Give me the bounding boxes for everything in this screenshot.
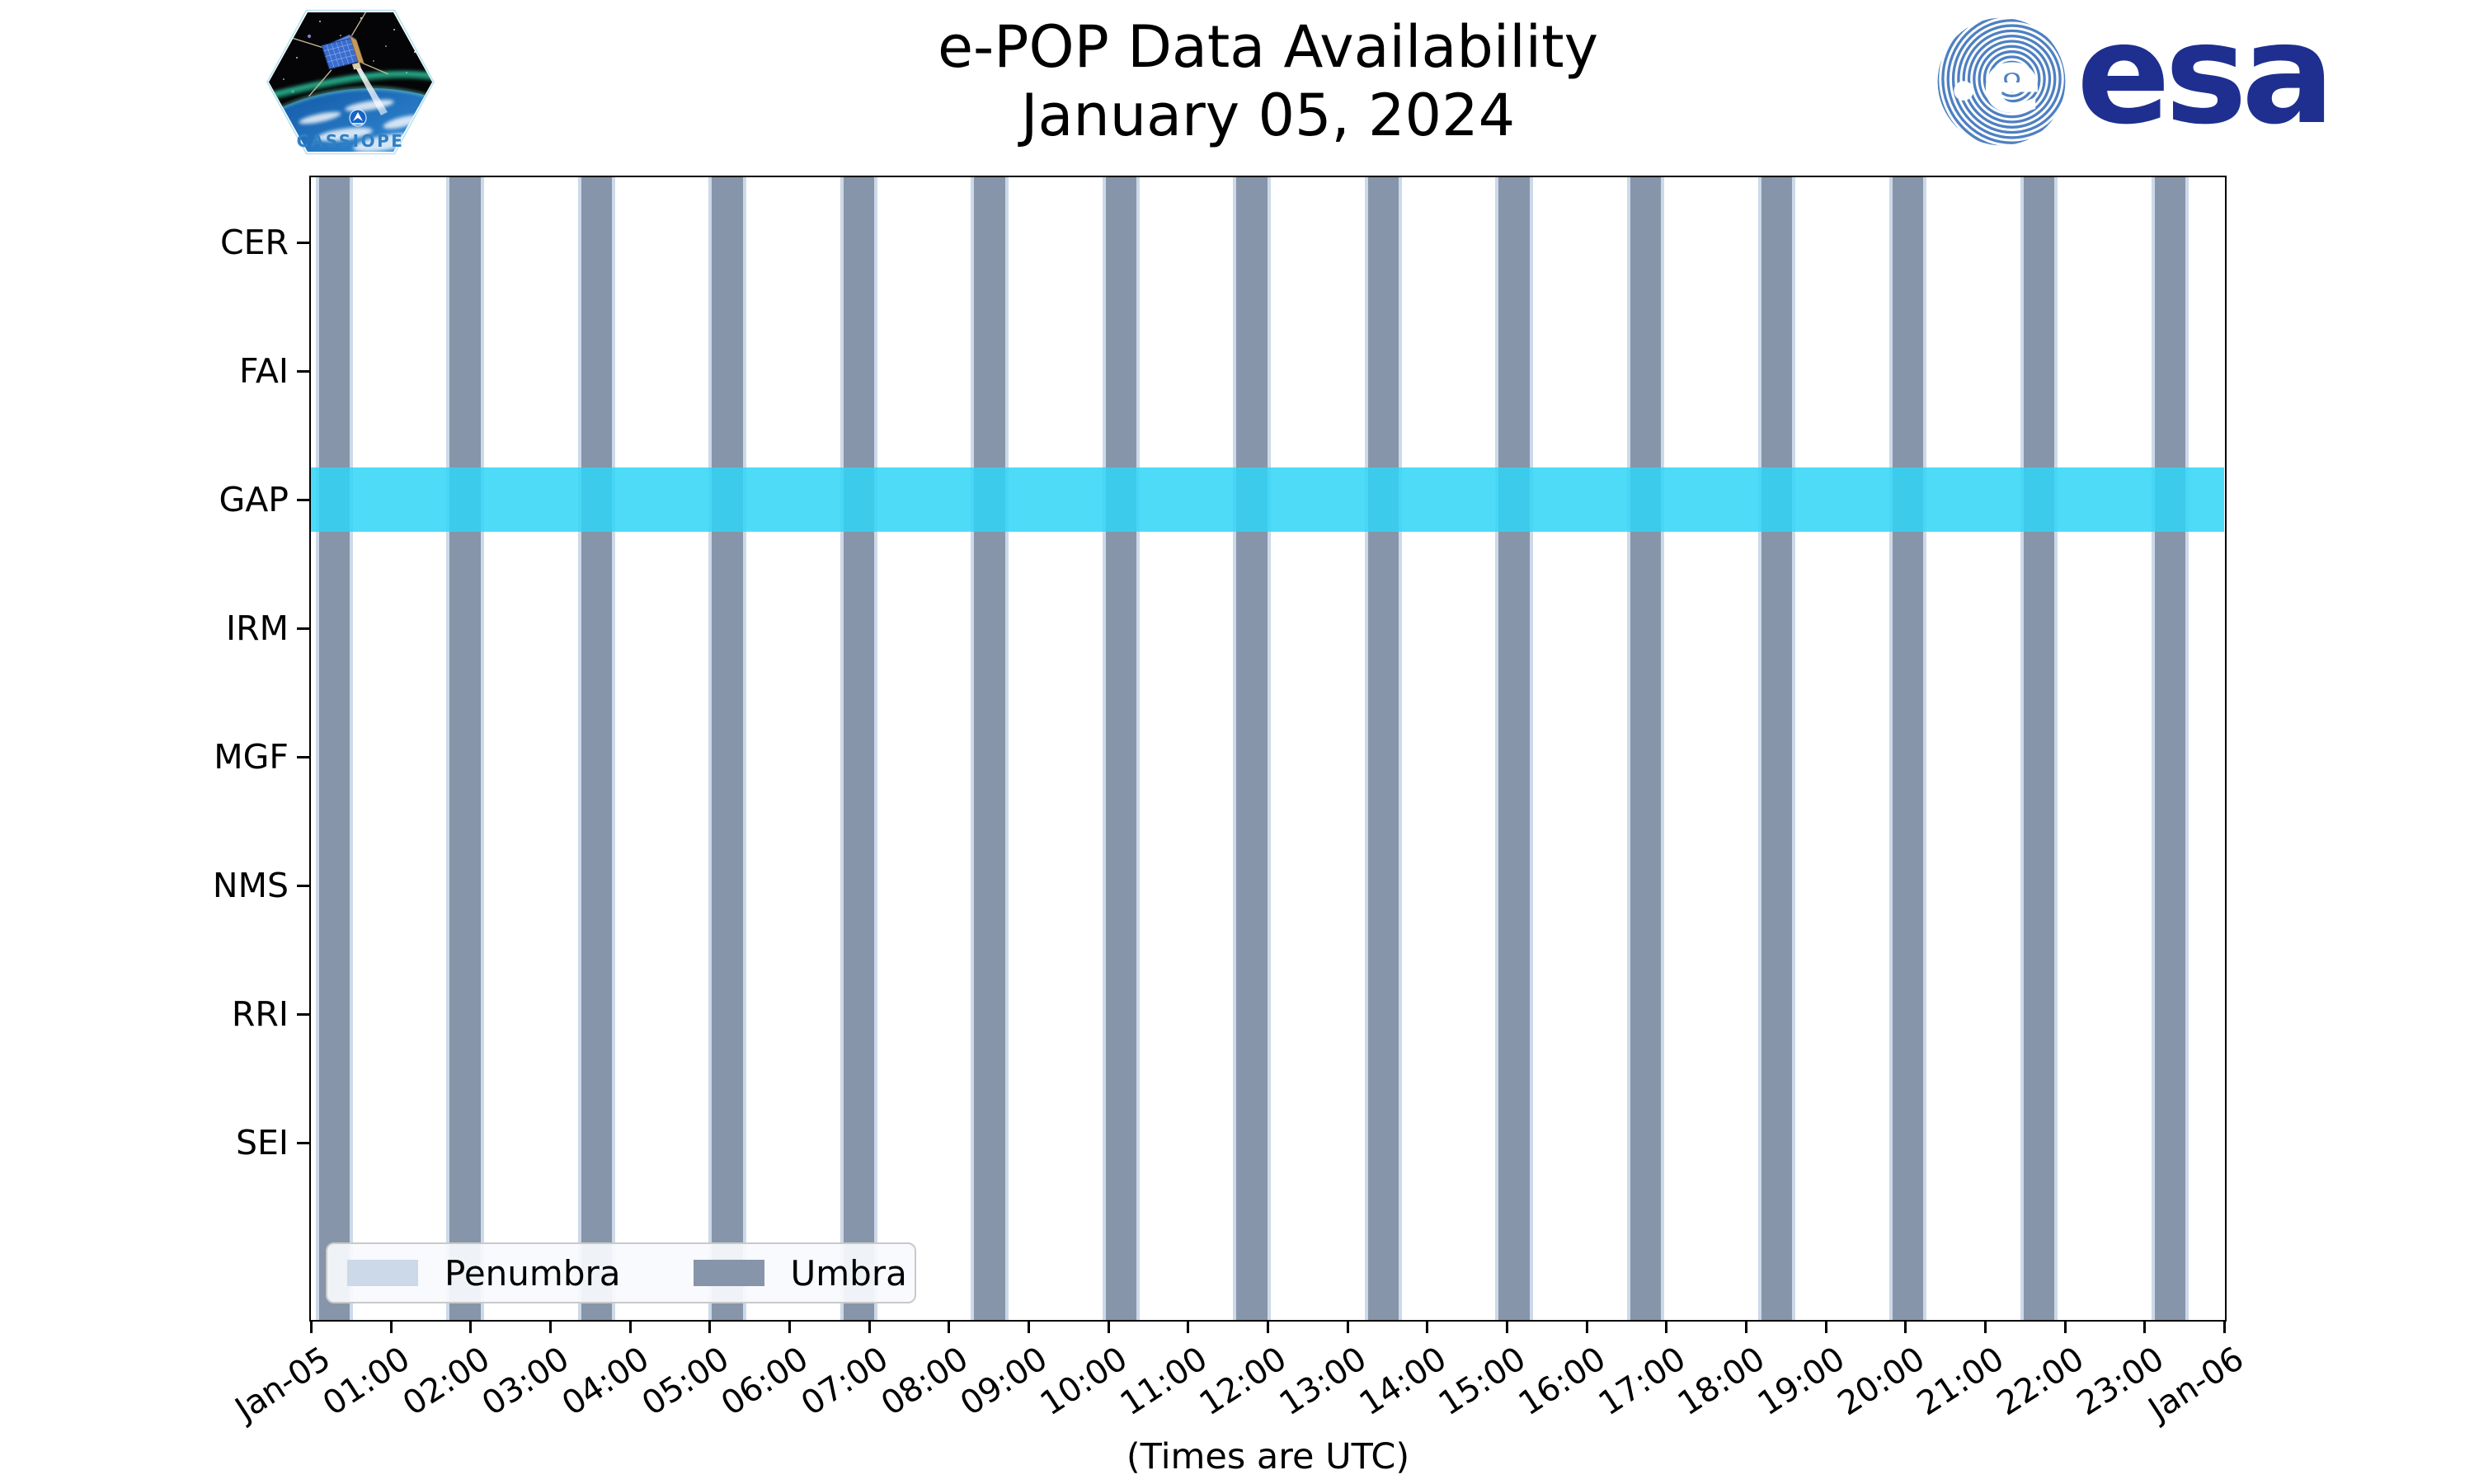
x-tick [310, 1322, 313, 1333]
y-tick [297, 498, 309, 501]
penumbra-swatch [347, 1260, 418, 1286]
y-tick [297, 755, 309, 758]
patch-csa-roundel [349, 109, 367, 127]
umbra-bar [1102, 177, 1141, 1320]
y-tick [297, 241, 309, 244]
umbra-bar [2152, 177, 2189, 1320]
umbra-label: Umbra [790, 1252, 907, 1294]
patch-radar-beam [355, 64, 388, 115]
y-tick-label-cer: CER [219, 223, 289, 262]
x-tick [1426, 1322, 1429, 1333]
patch-cassiope-label: CASSIOPE [297, 131, 405, 151]
x-tick [1904, 1322, 1907, 1333]
penumbra-label: Penumbra [444, 1252, 621, 1294]
x-tick [389, 1322, 393, 1333]
esa-logo: e esa [1936, 0, 2335, 155]
x-tick [1585, 1322, 1588, 1333]
umbra-bar [708, 177, 746, 1320]
umbra-bar [971, 177, 1009, 1320]
cassiope-mission-patch: CASSIOPE [262, 7, 439, 157]
umbra-bar [1626, 177, 1665, 1320]
x-tick [2063, 1322, 2067, 1333]
umbra-bar [1889, 177, 1927, 1320]
y-tick [297, 627, 309, 630]
x-tick [469, 1322, 473, 1333]
y-tick-label-gap: GAP [219, 480, 289, 519]
x-tick [1267, 1322, 1269, 1333]
x-tick [1107, 1322, 1110, 1333]
x-tick [1824, 1322, 1827, 1333]
x-tick [628, 1322, 632, 1333]
chart-title-block: e-POP Data Availability January 05, 2024 [309, 13, 2227, 149]
x-tick [708, 1322, 712, 1333]
patch-aurora [269, 71, 432, 99]
y-tick-label-fai: FAI [239, 351, 289, 391]
esa-emblem-star [1954, 81, 1974, 101]
y-tick-label-nms: NMS [212, 866, 289, 905]
x-tick [1028, 1322, 1030, 1333]
x-tick [788, 1322, 791, 1333]
x-tick [948, 1322, 951, 1333]
x-tick [1984, 1322, 1987, 1333]
y-tick-label-irm: IRM [226, 608, 289, 648]
y-tick [297, 369, 309, 373]
x-tick [1745, 1322, 1747, 1333]
legend-entry-umbra: Umbra [693, 1252, 907, 1294]
umbra-bar [1364, 177, 1403, 1320]
esa-wordmark: esa [2077, 0, 2335, 155]
x-tick [2143, 1322, 2147, 1333]
umbra-bar [1233, 177, 1271, 1320]
x-tick-label: Jan-06 [2141, 1340, 2251, 1429]
x-tick [549, 1322, 552, 1333]
umbra-bar [2020, 177, 2058, 1320]
umbra-bar [1495, 177, 1533, 1320]
plot-frame: Penumbra Umbra [309, 176, 2227, 1322]
esa-emblem-e: e [1982, 30, 2042, 133]
umbra-bar [577, 177, 616, 1320]
y-tick-label-sei: SEI [235, 1123, 289, 1162]
umbra-swatch [693, 1260, 764, 1286]
y-tick [297, 1012, 309, 1016]
legend: Penumbra Umbra [326, 1242, 916, 1303]
umbra-bar [315, 177, 354, 1320]
patch-satellite [291, 12, 389, 97]
y-tick [297, 884, 309, 887]
x-tick [2223, 1322, 2226, 1333]
x-axis-title: (Times are UTC) [1126, 1436, 1410, 1477]
availability-band-gap [311, 467, 2224, 532]
chart-title: e-POP Data Availability [937, 13, 1599, 81]
plot-area: Penumbra Umbra [311, 177, 2225, 1320]
umbra-bar [1757, 177, 1795, 1320]
legend-entry-penumbra: Penumbra [347, 1253, 621, 1294]
x-tick [1346, 1322, 1349, 1333]
x-tick [1187, 1322, 1190, 1333]
y-tick-label-rri: RRI [231, 994, 289, 1034]
y-tick [297, 1141, 309, 1144]
umbra-bar [840, 177, 878, 1320]
x-tick [1506, 1322, 1508, 1333]
y-tick-label-mgf: MGF [214, 737, 289, 777]
x-tick [1665, 1322, 1668, 1333]
chart-subtitle: January 05, 2024 [1020, 81, 1516, 149]
x-tick [868, 1322, 871, 1333]
esa-emblem-globe: e [1937, 17, 2066, 146]
umbra-bar [446, 177, 484, 1320]
